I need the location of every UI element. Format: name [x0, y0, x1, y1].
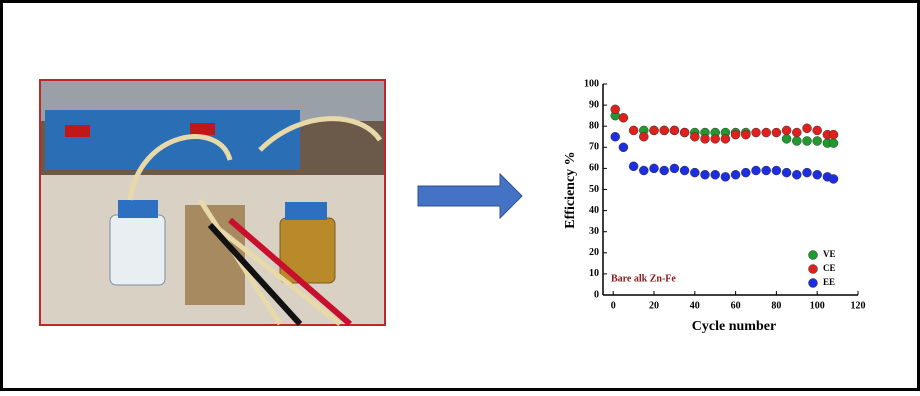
point	[679, 127, 690, 138]
bottle-1	[109, 214, 166, 286]
black-lead	[207, 222, 303, 327]
y-tick-label: 20	[589, 247, 599, 258]
x-tick-label: 80	[771, 300, 781, 311]
point	[771, 165, 782, 176]
pump-2	[180, 110, 300, 170]
y-tick-label: 40	[589, 205, 599, 216]
point	[761, 165, 771, 176]
x-tick-label: 120	[851, 300, 866, 311]
point	[679, 165, 690, 176]
tubing	[127, 116, 383, 326]
point	[781, 125, 792, 136]
point	[628, 161, 639, 172]
y-tick-label: 100	[584, 78, 599, 89]
point	[828, 129, 839, 140]
point	[802, 167, 812, 178]
point	[610, 132, 620, 142]
y-tick-label: 10	[589, 268, 599, 279]
point	[618, 113, 629, 123]
point	[802, 123, 812, 134]
cap-2	[285, 202, 327, 220]
y-tick-label: 70	[589, 142, 599, 153]
point	[649, 163, 659, 174]
point	[812, 136, 822, 146]
point	[761, 127, 771, 138]
point	[700, 134, 710, 144]
x-tick-label: 0	[611, 300, 616, 311]
point	[751, 127, 761, 138]
y-tick-label: 0	[594, 289, 599, 300]
display-1	[65, 125, 90, 137]
point	[812, 169, 822, 180]
legend-marker	[808, 278, 818, 288]
point	[700, 169, 710, 180]
x-tick-label: 20	[649, 300, 659, 311]
point	[720, 134, 731, 144]
point	[610, 104, 620, 115]
point	[690, 132, 700, 142]
point	[720, 172, 731, 182]
x-tick-label: 40	[690, 300, 700, 311]
display-2	[190, 123, 215, 135]
point	[792, 136, 802, 146]
legend-label: EE	[823, 277, 835, 287]
point	[710, 169, 720, 180]
point	[690, 167, 700, 178]
point	[628, 125, 639, 136]
point	[828, 138, 839, 148]
chart: Cycle number Efficiency % Bare alk Zn-Fe…	[563, 78, 865, 334]
x-tick-label: 60	[731, 300, 741, 311]
point	[618, 142, 629, 153]
cap-1	[118, 200, 158, 218]
y-tick-label: 80	[589, 120, 599, 131]
point	[669, 125, 680, 136]
point	[639, 132, 649, 142]
point	[802, 136, 812, 146]
point	[792, 169, 802, 180]
point	[771, 127, 782, 138]
point	[730, 169, 741, 180]
point	[741, 167, 751, 178]
red-lead	[228, 217, 352, 327]
point	[649, 125, 659, 136]
legend-label: CE	[823, 263, 836, 273]
photo	[39, 79, 386, 327]
point	[751, 165, 761, 176]
y-tick-label: 30	[589, 226, 599, 237]
point	[639, 165, 649, 176]
legend-marker	[808, 250, 818, 260]
y-tick-label: 50	[589, 184, 599, 195]
point	[710, 134, 720, 144]
point	[812, 125, 822, 136]
point	[730, 129, 741, 140]
point	[781, 134, 792, 144]
arrow	[417, 172, 523, 220]
point	[828, 174, 839, 184]
point	[669, 163, 680, 174]
point	[659, 165, 669, 176]
y-axis-label: Efficiency %	[563, 151, 578, 228]
annotation: Bare alk Zn-Fe	[611, 273, 676, 284]
pump-1	[45, 110, 180, 170]
y-tick-label: 90	[589, 99, 599, 110]
point	[792, 127, 802, 138]
x-tick-label: 100	[810, 300, 825, 311]
x-axis-label: Cycle number	[692, 319, 776, 334]
point	[659, 125, 669, 136]
point	[741, 129, 751, 140]
y-tick-label: 60	[589, 163, 599, 174]
legend-marker	[808, 264, 818, 274]
legend-label: VE	[823, 249, 836, 259]
point	[781, 167, 792, 178]
